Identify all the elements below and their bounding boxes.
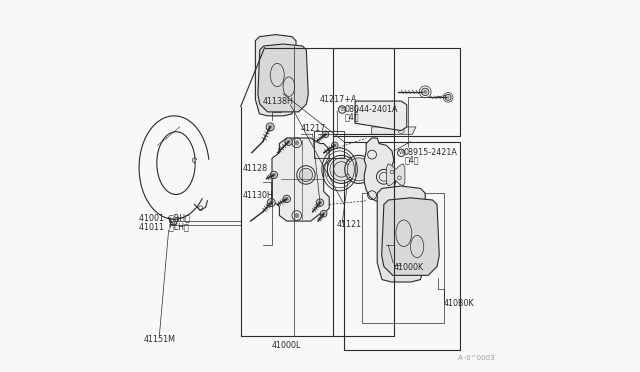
Text: B: B — [340, 107, 344, 112]
Text: 41001  〈RH〉: 41001 〈RH〉 — [139, 213, 190, 222]
Circle shape — [283, 195, 291, 203]
Text: 41121: 41121 — [337, 220, 362, 229]
Circle shape — [285, 197, 289, 201]
Circle shape — [322, 212, 326, 215]
Text: 41000L: 41000L — [272, 341, 301, 350]
Text: 410B0K: 410B0K — [444, 299, 475, 308]
Bar — [314, 131, 344, 158]
Circle shape — [270, 171, 278, 179]
Text: 08044-2401A: 08044-2401A — [345, 105, 398, 114]
Polygon shape — [258, 44, 308, 112]
Polygon shape — [355, 101, 407, 131]
Text: W: W — [399, 150, 404, 155]
Circle shape — [272, 173, 276, 177]
Circle shape — [316, 199, 324, 206]
Circle shape — [285, 138, 292, 145]
Text: （4）: （4） — [405, 155, 419, 165]
Text: （4）: （4） — [345, 112, 359, 121]
Circle shape — [287, 140, 291, 144]
Polygon shape — [377, 186, 425, 282]
Circle shape — [318, 201, 322, 205]
Polygon shape — [364, 138, 396, 203]
Circle shape — [269, 201, 273, 205]
Circle shape — [424, 90, 427, 94]
Polygon shape — [196, 160, 209, 197]
Circle shape — [332, 142, 338, 149]
Text: 41011  （LH）: 41011 （LH） — [139, 222, 189, 231]
Text: 41128: 41128 — [243, 164, 268, 173]
Text: 41217: 41217 — [301, 124, 326, 133]
Text: 08915-2421A: 08915-2421A — [403, 148, 458, 157]
Polygon shape — [255, 35, 296, 116]
Polygon shape — [387, 164, 405, 186]
Circle shape — [294, 213, 300, 218]
Text: 41217+A: 41217+A — [320, 95, 357, 104]
Circle shape — [422, 88, 429, 96]
Text: 41130H: 41130H — [243, 191, 273, 200]
Circle shape — [447, 96, 449, 99]
Circle shape — [445, 94, 451, 100]
Circle shape — [330, 158, 353, 181]
Text: 41000K: 41000K — [394, 263, 424, 272]
Bar — [333, 48, 460, 136]
Text: 41138H: 41138H — [263, 97, 294, 106]
Circle shape — [322, 131, 329, 138]
Circle shape — [268, 199, 275, 207]
Circle shape — [348, 158, 371, 181]
Circle shape — [300, 168, 312, 182]
Circle shape — [321, 211, 327, 217]
Circle shape — [324, 132, 328, 136]
Text: A··0^0003: A··0^0003 — [458, 355, 495, 361]
Polygon shape — [372, 127, 416, 134]
Text: 41151M: 41151M — [143, 336, 175, 344]
Circle shape — [268, 125, 273, 129]
Bar — [362, 193, 444, 323]
Polygon shape — [272, 138, 329, 221]
Bar — [344, 142, 460, 350]
Circle shape — [333, 144, 337, 147]
Circle shape — [294, 140, 300, 145]
Polygon shape — [381, 198, 439, 275]
Circle shape — [266, 123, 274, 131]
